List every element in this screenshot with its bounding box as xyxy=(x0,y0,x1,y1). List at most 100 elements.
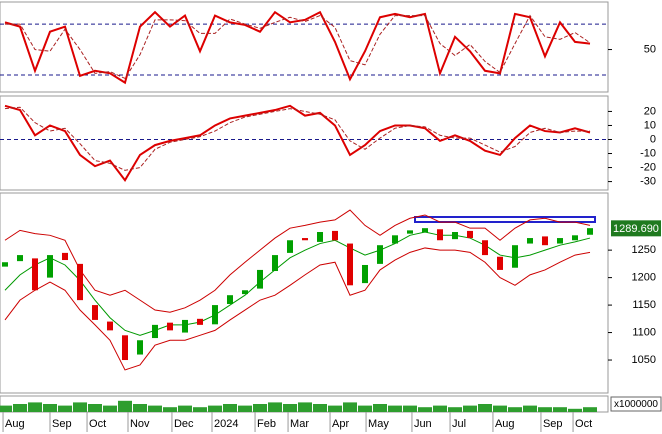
volume-bar xyxy=(12,404,27,412)
x-tick-label: Feb xyxy=(257,418,276,430)
candle xyxy=(196,318,203,325)
candle xyxy=(286,240,293,253)
volume-bar xyxy=(582,407,597,412)
volume-bar xyxy=(117,400,132,412)
volume-bar xyxy=(267,402,282,412)
volume-bar xyxy=(327,405,342,412)
candle xyxy=(106,321,113,331)
candle xyxy=(226,295,233,304)
volume-bar xyxy=(42,404,57,412)
candle xyxy=(271,255,278,272)
candle xyxy=(256,269,263,289)
indicator-line xyxy=(4,14,591,80)
candle xyxy=(586,228,593,235)
candle xyxy=(166,322,173,331)
volume-bar xyxy=(492,405,507,412)
panel-frame xyxy=(0,192,609,394)
candle xyxy=(316,232,323,242)
volume-bar xyxy=(552,407,567,412)
candle xyxy=(481,240,488,256)
last-price-box xyxy=(611,220,661,237)
x-tick-label: Oct xyxy=(89,418,106,430)
candle xyxy=(406,230,413,234)
y-tick-label: 1150 xyxy=(632,299,656,311)
x-tick-label: Aug xyxy=(495,418,515,430)
volume-bar xyxy=(27,402,42,412)
x-tick-label: Jun xyxy=(414,418,432,430)
volume-bar xyxy=(147,405,162,412)
volume-bar xyxy=(567,408,582,412)
x-tick-label: May xyxy=(368,418,389,430)
y-tick-label: 50 xyxy=(644,43,656,55)
candle xyxy=(301,238,308,241)
candle xyxy=(421,228,428,233)
candle xyxy=(556,238,563,244)
x-tick-label: Sep xyxy=(52,418,72,430)
panel-frame xyxy=(0,95,609,191)
x-tick-label: Apr xyxy=(332,418,349,430)
volume-bar xyxy=(57,405,72,412)
volume-bar xyxy=(507,407,522,412)
volume-bar xyxy=(372,404,387,412)
candle xyxy=(91,305,98,320)
x-tick-label: Aug xyxy=(5,418,25,430)
candle xyxy=(361,264,368,284)
x-tick-label: Jul xyxy=(452,418,466,430)
volume-bar xyxy=(207,405,222,412)
unit-box xyxy=(610,396,662,412)
candle xyxy=(76,263,83,301)
candle xyxy=(211,305,218,325)
candle xyxy=(151,324,158,339)
x-tick-label: Dec xyxy=(174,418,194,430)
x-tick-label: Sep xyxy=(543,418,563,430)
y-tick-label: 1200 xyxy=(632,272,656,284)
candle xyxy=(391,235,398,244)
volume-bar xyxy=(447,407,462,412)
x-tick-label: 2024 xyxy=(214,418,238,430)
volume-bar xyxy=(222,404,237,412)
volume-bar xyxy=(102,405,117,412)
candle xyxy=(496,256,503,270)
candle xyxy=(31,258,38,291)
volume-bar xyxy=(402,405,417,412)
volume-bar xyxy=(282,404,297,412)
candle xyxy=(136,340,143,355)
volume-bar xyxy=(522,405,537,412)
volume-bar xyxy=(357,405,372,412)
candle xyxy=(331,230,338,241)
volume-bar xyxy=(537,407,552,412)
unit-label: x1000000 xyxy=(614,399,658,410)
candle xyxy=(451,232,458,240)
candle xyxy=(466,230,473,239)
y-tick-label: 10 xyxy=(644,119,656,131)
volume-bar xyxy=(312,404,327,412)
candle xyxy=(181,319,188,333)
candle xyxy=(376,245,383,264)
candle xyxy=(436,229,443,241)
x-tick-label: Oct xyxy=(575,418,592,430)
volume-bar xyxy=(237,405,252,412)
last-price-label: 1289.690 xyxy=(613,223,659,235)
y-tick-label: -10 xyxy=(640,147,656,159)
y-tick-label: 1100 xyxy=(632,326,656,338)
volume-bar xyxy=(0,405,12,412)
candle xyxy=(541,236,548,246)
volume-bar xyxy=(132,404,147,412)
candle xyxy=(346,243,353,286)
candle xyxy=(16,255,23,262)
y-tick-label: 20 xyxy=(644,105,656,117)
x-tick-label: Mar xyxy=(290,418,309,430)
volume-bar xyxy=(72,402,87,412)
x-tick-label: Nov xyxy=(130,418,150,430)
candle xyxy=(571,235,578,241)
candle xyxy=(511,245,518,268)
volume-bar xyxy=(192,407,207,412)
volume-bar xyxy=(387,405,402,412)
volume-bar xyxy=(297,402,312,412)
indicator-line xyxy=(4,106,590,171)
range-box xyxy=(414,216,596,223)
y-tick-label: 1050 xyxy=(632,354,656,366)
volume-bar xyxy=(432,405,447,412)
candle xyxy=(526,238,533,244)
candle xyxy=(1,262,8,267)
